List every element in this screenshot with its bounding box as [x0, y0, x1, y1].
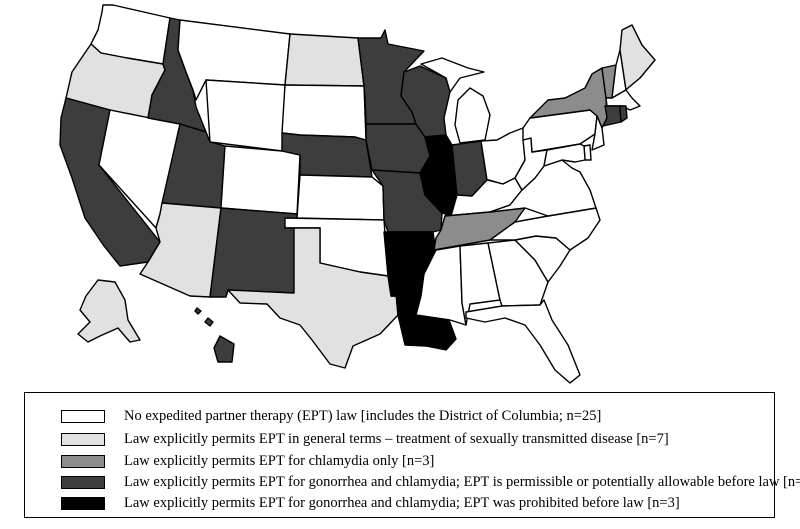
state-NM [209, 207, 298, 298]
legend-item: Law explicitly permits EPT for chlamydia… [61, 452, 434, 470]
legend-label: No expedited partner therapy (EPT) law [… [124, 407, 602, 424]
state-NJ [591, 115, 605, 151]
state-RI [619, 105, 628, 123]
state-CO [220, 145, 301, 215]
state-ME [619, 24, 656, 91]
state-WY [205, 79, 286, 152]
map-legend: No expedited partner therapy (EPT) law [… [24, 392, 800, 518]
legend-swatch [61, 409, 105, 423]
legend-swatch [61, 454, 105, 468]
legend-item: Law explicitly permits EPT for gonorrhea… [61, 473, 800, 491]
legend-swatch [61, 432, 105, 446]
legend-label: Law explicitly permits EPT for gonorrhea… [124, 494, 680, 511]
legend-label: Law explicitly permits EPT in general te… [124, 430, 669, 447]
state-NC [489, 207, 601, 251]
state-HI [194, 307, 235, 363]
state-CT [602, 105, 622, 127]
state-MD [543, 143, 586, 167]
state-TX [227, 227, 399, 369]
state-KS [296, 174, 385, 221]
legend-label: Law explicitly permits EPT for gonorrhea… [124, 473, 800, 490]
legend-item: Law explicitly permits EPT for gonorrhea… [61, 494, 680, 512]
legend-swatch [61, 475, 105, 489]
legend-item: Law explicitly permits EPT in general te… [61, 430, 669, 448]
legend-label: Law explicitly permits EPT for chlamydia… [124, 452, 435, 469]
legend-item: No expedited partner therapy (EPT) law [… [61, 407, 601, 425]
state-AK [77, 279, 141, 343]
us-ept-map [59, 4, 656, 384]
state-MI [420, 57, 491, 144]
legend-swatch [61, 496, 105, 510]
state-FL [465, 299, 581, 384]
state-IL [419, 134, 458, 217]
state-ND [284, 33, 365, 87]
state-SD [281, 84, 367, 141]
